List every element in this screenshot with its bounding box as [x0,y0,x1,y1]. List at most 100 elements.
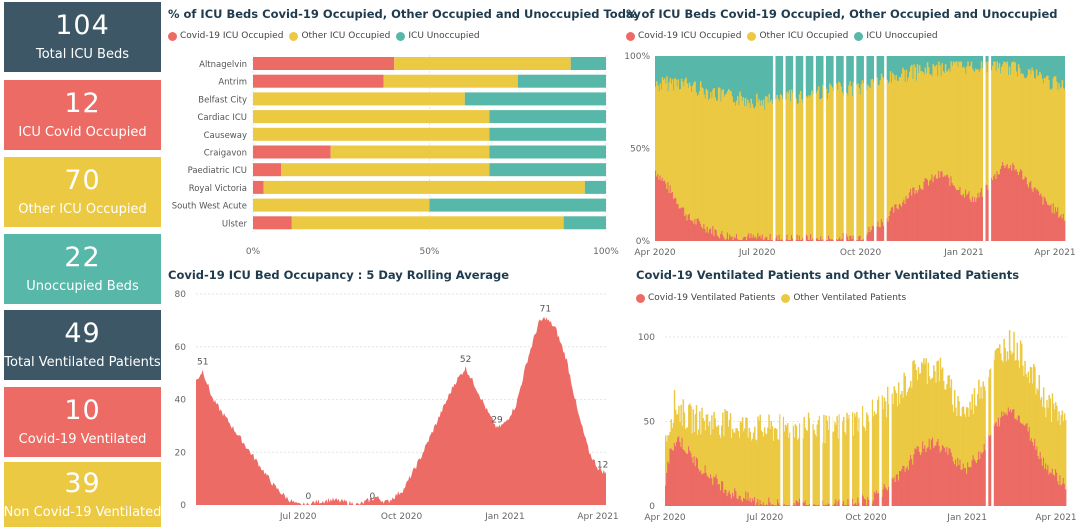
category-label: Ulster [222,219,248,229]
area-other-bar [689,85,692,221]
area-covid-ventilated-bar [941,445,944,506]
area-covid-ventilated-bar [794,505,797,506]
area-other-bar [930,74,932,180]
area-covid-ventilated-bar [998,426,1001,506]
area-other-ventilated-bar [1057,420,1059,482]
area-covid-ventilated-bar [1012,409,1014,506]
area-covid-ventilated-bar [680,447,682,506]
area-covid-ventilated-bar [996,426,999,506]
kpi-non-covid-ventilated[interactable]: 39 Non Covid-19 Ventilated [4,462,161,527]
area-other-ventilated-bar [1019,340,1022,423]
area-other-bar [702,88,704,229]
legend-item[interactable]: Covid-19 ICU Occupied [168,31,283,41]
area-other-bar [789,101,792,241]
area-covid-bar [699,223,702,241]
area-covid-ventilated-bar [831,505,834,506]
area-other-ventilated-bar [990,368,992,435]
area-covid-bar [710,228,712,241]
area-other-bar [835,83,838,240]
x-tick-label: Apr 2021 [1034,248,1075,258]
area-covid-ventilated-bar [982,452,985,506]
kpi-icu-covid-occupied[interactable]: 12 ICU Covid Occupied [4,80,161,150]
legend-item[interactable]: Other ICU Occupied [747,31,848,41]
area-other-bar [848,85,850,241]
bar-segment [563,216,606,230]
area-other-bar [976,70,978,199]
area-covid-bar [934,174,937,241]
area-covid-ventilated-bar [771,503,774,506]
area-covid-ventilated-bar [1031,442,1034,506]
area-other-ventilated-bar [678,405,680,437]
area-other-ventilated-bar [1006,351,1009,416]
area-other-bar [881,76,884,223]
legend-label: Other ICU Occupied [759,31,849,41]
area-other-bar [760,100,763,239]
area-covid-ventilated-bar [895,474,898,506]
legend-item[interactable]: ICU Unoccupied [396,31,480,41]
area-other-ventilated-bar [814,434,816,505]
area-covid-ventilated-bar [1011,412,1013,506]
area-covid-bar [977,193,979,241]
area-covid-ventilated-bar [824,505,826,506]
area-covid-ventilated-bar [713,476,715,506]
area-other-bar [1035,69,1038,190]
y-tick-label: 50 [644,417,656,427]
area-other-ventilated-bar [713,411,715,477]
legend-item[interactable]: Other ICU Occupied [289,31,390,41]
area-other-ventilated-bar [1038,375,1041,460]
area-covid-bar [927,185,930,241]
kpi-other-icu-occupied[interactable]: 70 Other ICU Occupied [4,157,161,227]
area-covid-bar [1005,165,1007,241]
area-covid-bar [733,236,736,241]
legend-item[interactable]: Covid-19 ICU Occupied [626,31,741,41]
area-covid-ventilated-bar [995,422,998,506]
data-gap [988,56,992,241]
area-covid-ventilated-bar [1044,468,1046,506]
area-covid-ventilated-bar [973,459,976,506]
kpi-total-icu-beds[interactable]: 104 Total ICU Beds [4,2,161,72]
area-covid-bar [836,240,839,241]
area-covid-ventilated-bar [836,505,838,506]
legend-item[interactable]: ICU Unoccupied [854,31,938,41]
area-covid-ventilated-bar [1001,411,1003,506]
area-covid-ventilated-bar [833,505,835,506]
area-covid-ventilated-bar [1004,414,1006,506]
area-other-bar [688,82,691,214]
kpi-unoccupied-beds[interactable]: 22 Unoccupied Beds [4,234,161,304]
area-covid-ventilated-bar [994,423,997,506]
area-covid-bar [822,239,824,241]
kpi-total-ventilated[interactable]: 49 Total Ventilated Patients [4,310,161,380]
area-other-ventilated-bar [959,416,961,460]
area-other-ventilated-bar [961,407,964,470]
area-other-bar [957,66,959,190]
kpi-covid-ventilated[interactable]: 10 Covid-19 Ventilated [4,387,161,457]
area-covid-bar [952,185,955,241]
legend-item[interactable]: Other Ventilated Patients [781,293,906,303]
area-other-ventilated-bar [1026,377,1028,423]
area-other-ventilated-bar [878,396,880,493]
area-other-ventilated-bar [1008,330,1011,412]
area-other-ventilated-bar [907,388,910,470]
area-other-bar [977,69,979,194]
area-covid-ventilated-bar [964,467,967,506]
area-covid-bar [953,186,956,241]
area-covid-ventilated-bar [848,505,850,506]
area-other-bar [768,94,770,241]
area-covid-bar [940,171,942,241]
area-other-bar [739,91,741,241]
area-other-bar [867,84,869,233]
area-other-bar [705,88,708,233]
area-other-bar [801,99,803,241]
area-other-bar [931,76,933,175]
area-other-bar [726,91,729,233]
area-other-ventilated-bar [667,435,669,462]
bar-segment [253,180,264,194]
area-covid-bar [713,236,715,241]
area-covid-bar [961,195,964,241]
area-other-ventilated-bar [680,404,682,448]
legend-item[interactable]: Covid-19 Ventilated Patients [636,293,775,303]
area-other-ventilated-bar [1051,393,1054,469]
area-other-ventilated-bar [1040,397,1043,459]
area-other-bar [780,95,783,240]
area-covid-ventilated-bar [961,469,964,506]
